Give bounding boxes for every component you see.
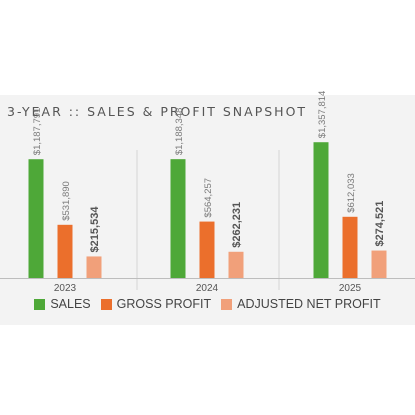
- legend-label-sales: SALES: [50, 297, 91, 311]
- data-label-gross-profit-2023: $531,890: [61, 181, 72, 221]
- x-tick-label-2025: 2025: [339, 283, 362, 294]
- bar-sales-2025: [313, 142, 329, 278]
- data-label-sales-2024: $1,188,348: [174, 108, 185, 156]
- legend-label-gross-profit: GROSS PROFIT: [116, 297, 212, 311]
- legend-item-gross-profit: GROSS PROFIT: [100, 297, 212, 311]
- data-label-sales-2023: $1,187,791: [32, 108, 43, 156]
- bar-adjusted-net-profit-2024: [228, 251, 244, 278]
- bar-adjusted-net-profit-2025: [371, 250, 387, 278]
- chart-panel: [0, 95, 415, 325]
- legend-swatch-gross-profit: [100, 298, 112, 310]
- data-label-sales-2025: $1,357,814: [317, 91, 328, 139]
- data-label-gross-profit-2024: $564,257: [203, 178, 214, 218]
- bar-gross-profit-2025: [342, 216, 358, 278]
- legend-label-adjusted-net-profit: ADJUSTED NET PROFIT: [237, 297, 381, 311]
- chart-title: 3-YEAR :: SALES & PROFIT SNAPSHOT: [7, 104, 308, 119]
- bar-gross-profit-2024: [199, 221, 215, 278]
- chart-legend: SALES GROSS PROFIT ADJUSTED NET PROFIT: [0, 297, 415, 311]
- bar-gross-profit-2023: [57, 224, 73, 278]
- x-tick-label-2024: 2024: [196, 283, 219, 294]
- data-label-adjusted-net-profit-2025: $274,521: [374, 201, 386, 247]
- legend-item-adjusted-net-profit: ADJUSTED NET PROFIT: [221, 297, 381, 311]
- bar-sales-2024: [170, 159, 186, 278]
- bar-adjusted-net-profit-2023: [86, 256, 102, 278]
- x-tick-label-2023: 2023: [54, 283, 77, 294]
- legend-swatch-sales: [34, 298, 46, 310]
- legend-swatch-adjusted-net-profit: [221, 298, 233, 310]
- data-label-adjusted-net-profit-2023: $215,534: [89, 206, 101, 253]
- data-label-adjusted-net-profit-2024: $262,231: [231, 202, 243, 248]
- legend-item-sales: SALES: [34, 297, 91, 311]
- data-label-gross-profit-2025: $612,033: [346, 173, 357, 213]
- bar-sales-2023: [28, 159, 44, 278]
